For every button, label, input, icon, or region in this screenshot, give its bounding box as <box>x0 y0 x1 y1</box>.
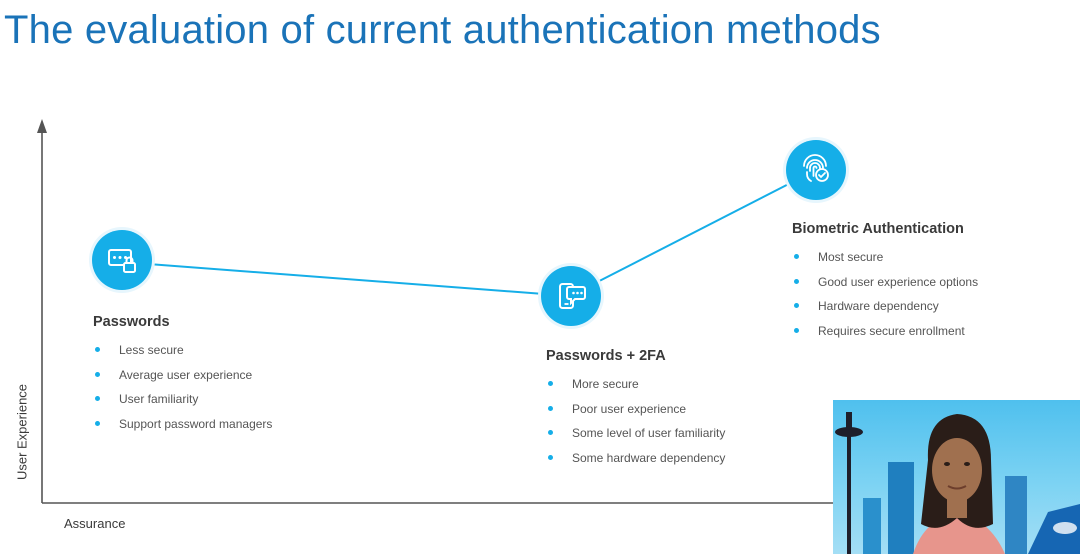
bullet-item: More secure <box>546 376 725 401</box>
bullet-item: Most secure <box>792 249 978 274</box>
bullet-item: Good user experience options <box>792 274 978 299</box>
phone-message-icon <box>541 266 601 326</box>
y-axis-label: User Experience <box>14 383 30 481</box>
bullet-list: Less secure Average user experience User… <box>93 342 272 440</box>
passwords-2fa-block: Passwords + 2FA More secure Poor user ex… <box>546 348 725 474</box>
y-axis-arrow <box>37 119 47 133</box>
x-axis-label: Assurance <box>64 516 126 531</box>
bullet-item: Support password managers <box>93 416 272 441</box>
fingerprint-check-icon <box>786 140 846 200</box>
passwords-block: Passwords Less secure Average user exper… <box>93 314 272 440</box>
node-title-passwords-2fa: Passwords + 2FA <box>546 348 666 364</box>
slide-title: The evaluation of current authentication… <box>4 8 881 52</box>
webcam-scene <box>835 412 1080 554</box>
bullet-list: Most secure Good user experience options… <box>792 249 978 347</box>
bullet-item: Average user experience <box>93 367 272 392</box>
bullet-item: Requires secure enrollment <box>792 323 978 348</box>
bullet-item: User familiarity <box>93 391 272 416</box>
node-title-biometric: Biometric Authentication <box>792 221 964 237</box>
password-lock-icon <box>92 230 152 290</box>
bullet-item: Some hardware dependency <box>546 450 725 475</box>
node-title-passwords: Passwords <box>93 314 170 330</box>
biometric-block: Biometric Authentication Most secure Goo… <box>792 221 978 347</box>
progression-line <box>121 169 817 298</box>
bullet-item: Less secure <box>93 342 272 367</box>
bullet-item: Poor user experience <box>546 401 725 426</box>
bullet-item: Hardware dependency <box>792 298 978 323</box>
bullet-list: More secure Poor user experience Some le… <box>546 376 725 474</box>
presenter-video-thumbnail <box>833 400 1080 554</box>
bullet-item: Some level of user familiarity <box>546 425 725 450</box>
